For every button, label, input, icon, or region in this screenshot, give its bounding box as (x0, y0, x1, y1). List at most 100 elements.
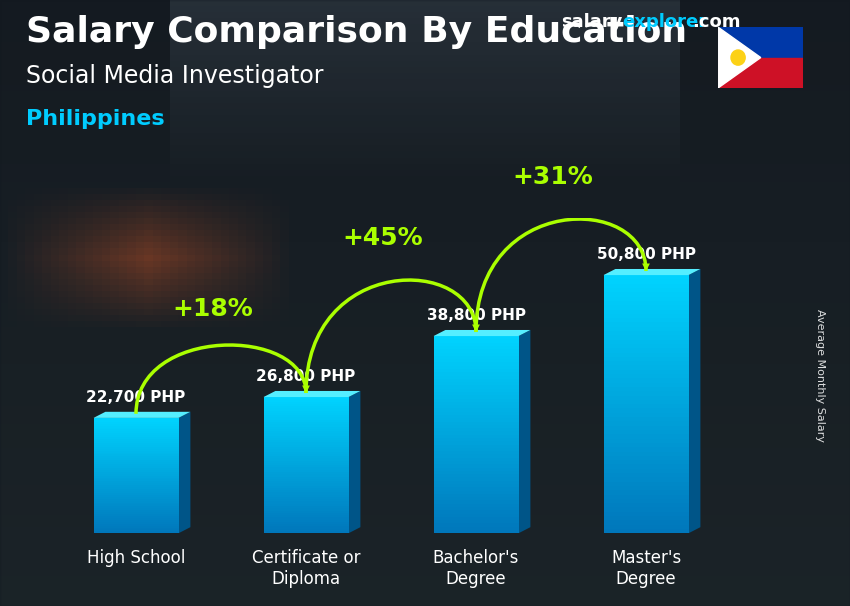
Bar (94, 430, 178, 431)
Bar (94, 418, 178, 420)
Bar (264, 420, 348, 422)
Bar (264, 413, 348, 415)
Bar (264, 433, 348, 436)
Bar (434, 385, 518, 388)
Bar (434, 372, 518, 376)
Bar (94, 512, 178, 514)
Bar (434, 445, 518, 448)
Bar (434, 408, 518, 411)
Bar (604, 486, 689, 490)
Bar (264, 440, 348, 442)
Bar (94, 441, 178, 443)
Bar (604, 275, 689, 279)
Bar (94, 495, 178, 497)
Bar (434, 497, 518, 501)
Bar (434, 468, 518, 471)
Bar (434, 454, 518, 458)
Bar (264, 408, 348, 411)
Bar (604, 284, 689, 288)
Bar (264, 511, 348, 513)
Bar (94, 458, 178, 460)
Bar (604, 296, 689, 301)
Bar (94, 520, 178, 522)
Bar (434, 418, 518, 422)
Bar (604, 335, 689, 339)
Bar (264, 494, 348, 497)
Bar (264, 415, 348, 418)
Bar (604, 339, 689, 344)
Bar (604, 370, 689, 374)
Bar (94, 462, 178, 464)
Bar (604, 353, 689, 357)
Bar (264, 461, 348, 463)
Bar (264, 442, 348, 445)
Bar (434, 481, 518, 484)
Bar (94, 487, 178, 489)
Bar (94, 483, 178, 485)
Bar (604, 503, 689, 507)
Bar (604, 435, 689, 439)
Bar (604, 318, 689, 322)
Bar (434, 428, 518, 431)
Text: +45%: +45% (343, 225, 422, 250)
Bar (604, 525, 689, 529)
Bar (434, 395, 518, 399)
Bar (434, 392, 518, 395)
Bar (604, 464, 689, 468)
Bar (604, 468, 689, 473)
Bar (264, 436, 348, 438)
Bar (604, 331, 689, 335)
Bar (264, 438, 348, 440)
Bar (94, 476, 178, 478)
Polygon shape (688, 269, 700, 533)
Bar (434, 464, 518, 468)
Bar (94, 464, 178, 466)
Bar (604, 516, 689, 521)
Bar (434, 520, 518, 524)
Bar (94, 478, 178, 479)
Bar (264, 476, 348, 479)
Text: 26,800 PHP: 26,800 PHP (257, 370, 355, 384)
Bar (94, 425, 178, 427)
Bar (264, 451, 348, 454)
Bar (264, 399, 348, 402)
Bar (264, 463, 348, 465)
Polygon shape (264, 391, 360, 397)
Bar (94, 420, 178, 422)
Bar (434, 411, 518, 415)
Bar (264, 485, 348, 488)
Bar (604, 348, 689, 353)
Bar (434, 438, 518, 441)
Bar (604, 344, 689, 348)
Bar (264, 513, 348, 515)
Polygon shape (348, 391, 360, 533)
Bar (604, 288, 689, 292)
Bar (604, 400, 689, 404)
Bar (264, 467, 348, 470)
Bar (94, 497, 178, 499)
Bar (264, 497, 348, 499)
Bar (264, 531, 348, 533)
Bar (264, 502, 348, 504)
Text: .com: .com (692, 13, 740, 32)
Bar (604, 327, 689, 331)
Bar (604, 314, 689, 318)
Bar (604, 357, 689, 361)
Bar (264, 470, 348, 472)
Bar (264, 454, 348, 456)
Bar (434, 435, 518, 438)
Bar (604, 451, 689, 456)
Bar (434, 382, 518, 385)
Bar (264, 474, 348, 476)
Text: explorer: explorer (622, 13, 707, 32)
Bar (264, 484, 348, 485)
Bar (94, 510, 178, 512)
Bar (264, 481, 348, 484)
Bar (604, 456, 689, 460)
Bar (264, 529, 348, 531)
Bar (94, 448, 178, 451)
Bar (94, 514, 178, 516)
Bar (264, 472, 348, 474)
Bar (264, 404, 348, 406)
Bar (94, 530, 178, 531)
